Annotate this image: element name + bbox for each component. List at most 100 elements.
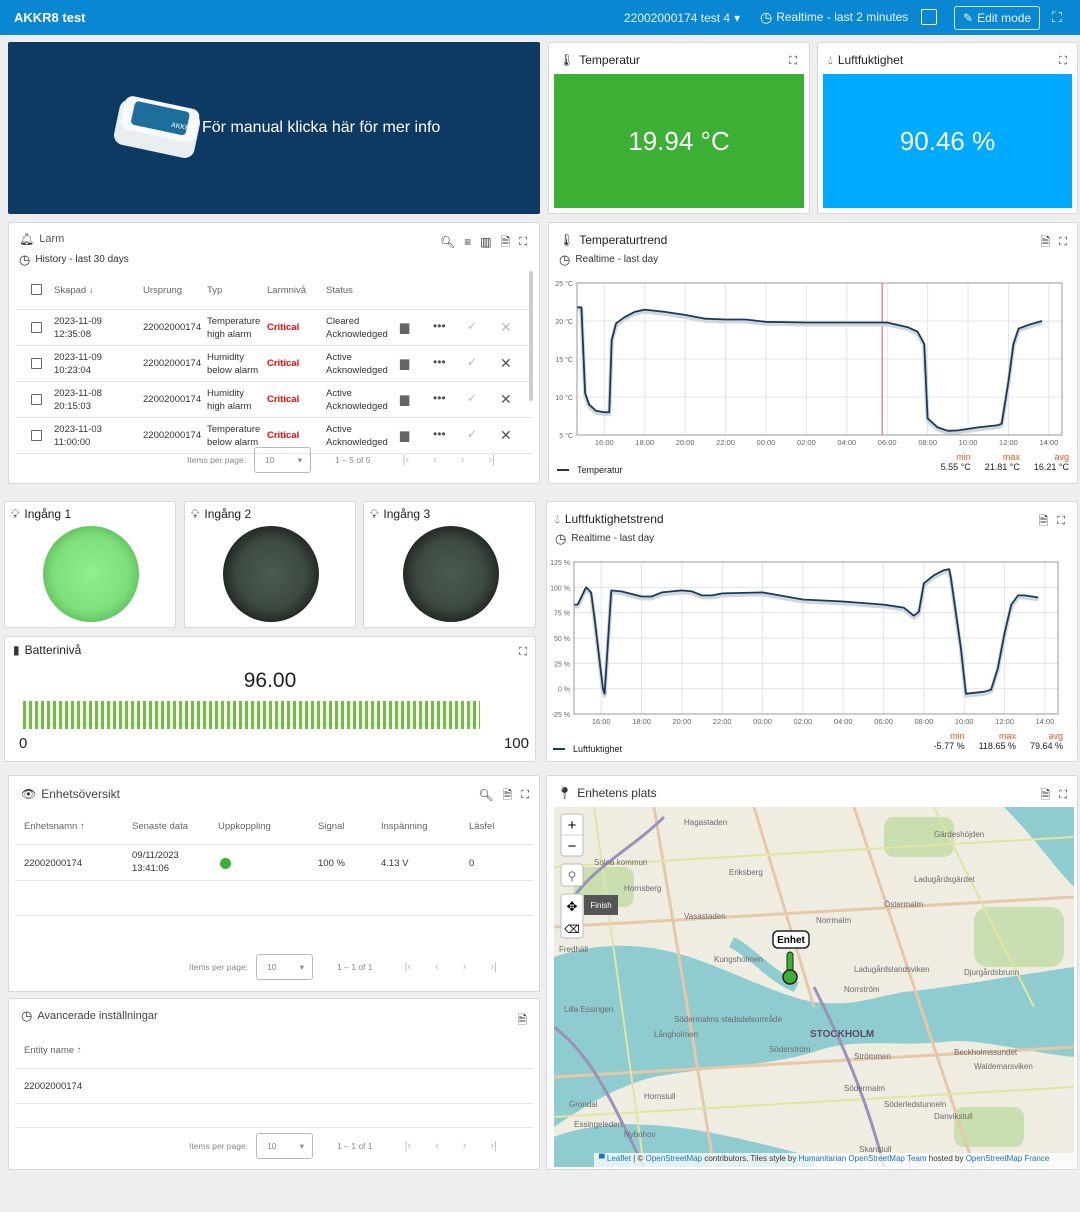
created: 2023-11-08 20:15:03 xyxy=(54,388,102,412)
clear-icon[interactable]: ✕ xyxy=(500,427,512,443)
finish-tooltip[interactable] xyxy=(584,895,618,915)
osm-link[interactable]: OpenStreetMap xyxy=(645,1154,703,1163)
export-icon[interactable]: 🗎 xyxy=(1040,788,1051,802)
table-row[interactable]: 2023-11-03 11:00:00 22002000174 Temperatu… xyxy=(15,418,533,454)
type: Humidity high alarm xyxy=(207,388,252,412)
column-header-voltage[interactable]: Inspänning xyxy=(381,821,428,832)
next-page-icon[interactable]: › xyxy=(462,961,467,973)
map-attribution: ▀ Leaflet | © OpenStreetMap contributors… xyxy=(599,1154,1050,1163)
column-header-last-data[interactable]: Senaste data xyxy=(132,821,188,832)
column-header-origin[interactable]: Ursprung xyxy=(143,285,183,296)
more-icon[interactable]: ••• xyxy=(433,391,446,405)
edit-tools[interactable] xyxy=(560,893,584,939)
page-size-select[interactable]: 10 ▾ xyxy=(256,1133,314,1159)
column-header-status[interactable]: Status xyxy=(326,285,353,296)
comment-icon[interactable]: ▆ xyxy=(400,320,410,334)
first-page-icon[interactable]: |‹ xyxy=(404,961,412,973)
export-icon[interactable]: 🗎 xyxy=(1040,235,1051,249)
first-page-icon[interactable]: |‹ xyxy=(402,454,410,466)
last-page-icon[interactable]: ›| xyxy=(490,1140,497,1152)
column-header-errors[interactable]: Läsfel xyxy=(469,821,495,832)
comment-icon[interactable]: ▆ xyxy=(400,392,410,406)
hot-link[interactable]: Humanitarian OpenStreetMap Team xyxy=(798,1154,927,1163)
entity-selector[interactable]: 22002000174 test 4 ▾ xyxy=(624,11,740,25)
zoom-control[interactable]: +− xyxy=(560,813,584,857)
edit-mode-button[interactable]: ✎ Edit mode xyxy=(954,6,1041,30)
map-marker-enhet[interactable]: Enhet xyxy=(772,930,810,985)
column-header-type[interactable]: Typ xyxy=(207,285,223,296)
export-icon[interactable]: 🗎 xyxy=(502,788,513,802)
clear-icon[interactable]: ✕ xyxy=(500,391,512,407)
row-checkbox[interactable] xyxy=(31,358,42,369)
scrollbar[interactable] xyxy=(529,271,533,401)
fullscreen-icon[interactable]: ⛶ xyxy=(1057,514,1065,527)
fullscreen-icon[interactable]: ⛶ xyxy=(521,788,529,801)
place-marker-button[interactable] xyxy=(560,863,584,887)
acknowledge-icon[interactable]: ✓ xyxy=(467,319,478,333)
more-icon[interactable]: ••• xyxy=(433,355,446,369)
osmfr-link[interactable]: OpenStreetMap France xyxy=(965,1154,1050,1163)
first-page-icon[interactable]: |‹ xyxy=(404,1140,412,1152)
row-checkbox[interactable] xyxy=(31,430,42,441)
export-icon[interactable]: 🗎 xyxy=(1038,514,1049,528)
manual-banner[interactable]: AKKR8 För manual klicka här för mer info xyxy=(8,42,540,214)
column-header-severity[interactable]: Larmnivå xyxy=(267,285,307,296)
map[interactable]: Hagastaden Gärdeshöjden Eriksberg Solna kom… xyxy=(554,807,1074,1167)
page-size-select[interactable]: 10 ▾ xyxy=(254,447,312,473)
acknowledge-icon[interactable]: ✓ xyxy=(467,355,478,369)
table-row[interactable]: 22002000174 xyxy=(15,1069,533,1104)
column-header-signal[interactable]: Signal xyxy=(318,821,345,832)
clear-icon[interactable]: ✕ xyxy=(500,319,512,335)
column-header-entity-name[interactable]: Entity name ↑ xyxy=(24,1045,82,1056)
prev-page-icon[interactable]: ‹ xyxy=(435,961,439,973)
columns-icon[interactable]: ▥ xyxy=(480,235,492,249)
acknowledge-icon[interactable]: ✓ xyxy=(467,391,478,405)
column-header-name[interactable]: Enhetsnamn ↑ xyxy=(24,821,85,832)
export-icon[interactable]: 🗎 xyxy=(517,1013,527,1027)
select-all-checkbox[interactable] xyxy=(31,284,42,295)
more-icon[interactable]: ••• xyxy=(433,319,446,333)
leaflet-link[interactable]: ▀ Leaflet xyxy=(599,1154,631,1163)
column-header-connection[interactable]: Uppkoppling xyxy=(218,821,271,832)
next-page-icon[interactable]: › xyxy=(460,454,465,466)
search-icon[interactable]: 🔍︎ xyxy=(440,235,456,249)
row-checkbox[interactable] xyxy=(31,322,42,333)
table-row[interactable]: 2023-11-09 10:23:04 22002000174 Humidity b… xyxy=(15,346,533,382)
column-header-created[interactable]: Skapad ↓ xyxy=(54,285,94,296)
comment-icon[interactable]: ▆ xyxy=(400,428,410,442)
origin: 22002000174 xyxy=(143,430,202,441)
attribution-bar xyxy=(594,1153,1074,1167)
map-label: Beckholmssundet xyxy=(954,1048,1018,1057)
x-tick-label: 04:00 xyxy=(837,438,856,447)
search-icon[interactable]: 🔍︎ xyxy=(478,788,494,802)
prev-page-icon[interactable]: ‹ xyxy=(433,454,437,466)
x-tick-label: 10:00 xyxy=(955,717,974,726)
humidity-card: 💧︎ Luftfuktighet ⛶ 90.46 % xyxy=(817,42,1078,214)
table-row[interactable]: 2023-11-09 12:35:08 22002000174 Temperatu… xyxy=(15,310,533,346)
export-icon[interactable]: 🗎 xyxy=(500,235,511,249)
exit-fullscreen-icon[interactable]: ⛶ xyxy=(1052,9,1062,25)
fullscreen-icon[interactable]: ⛶ xyxy=(1059,235,1067,248)
page-size-select[interactable]: 10 ▾ xyxy=(256,954,314,980)
fullscreen-icon[interactable]: ⛶ xyxy=(519,235,527,248)
map-label: Norrmalm xyxy=(816,916,851,925)
filter-icon[interactable]: ≡ xyxy=(464,235,472,249)
acknowledge-icon[interactable]: ✓ xyxy=(467,427,478,441)
table-row[interactable]: 22002000174 09/11/2023 13:41:06 100 % 4.1… xyxy=(15,845,533,881)
fullscreen-icon[interactable]: ⛶ xyxy=(519,646,527,658)
image-icon[interactable] xyxy=(921,9,937,25)
more-icon[interactable]: ••• xyxy=(433,427,446,441)
next-page-icon[interactable]: › xyxy=(462,1140,467,1152)
fullscreen-icon[interactable]: ⛶ xyxy=(789,55,797,67)
fullscreen-icon[interactable]: ⛶ xyxy=(1059,788,1067,801)
last-page-icon[interactable]: ›| xyxy=(488,454,495,466)
fullscreen-icon[interactable]: ⛶ xyxy=(1059,55,1067,67)
comment-icon[interactable]: ▆ xyxy=(400,356,410,370)
last-page-icon[interactable]: ›| xyxy=(490,961,497,973)
table-row[interactable]: 2023-11-08 20:15:03 22002000174 Humidity h… xyxy=(15,382,533,418)
timewindow-button[interactable]: ◷ Realtime - last 2 minutes xyxy=(760,10,908,24)
prev-page-icon[interactable]: ‹ xyxy=(435,1140,439,1152)
clear-icon[interactable]: ✕ xyxy=(500,355,512,371)
row-checkbox[interactable] xyxy=(31,394,42,405)
x-tick-label: 18:00 xyxy=(632,717,651,726)
